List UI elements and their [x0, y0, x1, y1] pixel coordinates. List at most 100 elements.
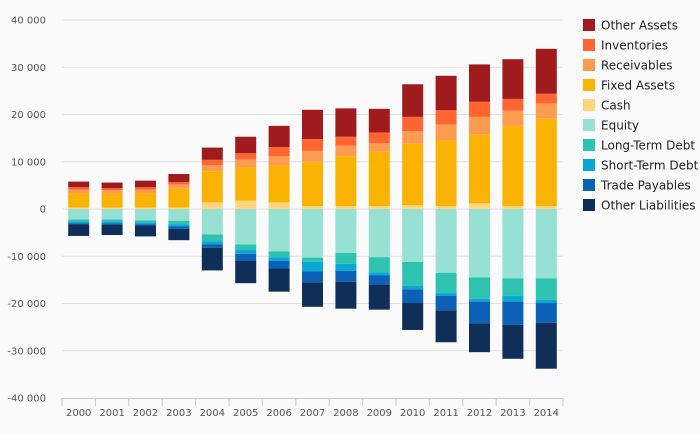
bar-segment[interactable] — [235, 209, 257, 245]
bar-segment[interactable] — [302, 139, 323, 151]
bar-segment[interactable] — [135, 225, 156, 237]
bar-segment[interactable] — [435, 110, 457, 125]
bar-segment[interactable] — [469, 301, 490, 324]
bar-segment[interactable] — [235, 167, 257, 201]
bar-segment[interactable] — [535, 303, 557, 323]
bar-segment[interactable] — [368, 275, 390, 285]
bar-segment[interactable] — [435, 140, 457, 207]
bar-segment[interactable] — [435, 206, 457, 209]
bar-segment[interactable] — [502, 98, 524, 111]
bar-segment[interactable] — [435, 293, 457, 296]
bar-segment[interactable] — [435, 209, 457, 273]
bar-segment[interactable] — [135, 193, 156, 208]
bar-segment[interactable] — [302, 150, 323, 162]
bar-segment[interactable] — [502, 295, 524, 302]
bar-segment[interactable] — [535, 48, 557, 94]
bar-segment[interactable] — [168, 226, 190, 229]
bar-segment[interactable] — [368, 272, 390, 276]
bar-segment[interactable] — [68, 221, 90, 224]
bar-segment[interactable] — [68, 187, 90, 190]
bar-segment[interactable] — [268, 209, 290, 252]
bar-segment[interactable] — [368, 284, 390, 310]
bar-segment[interactable] — [235, 244, 257, 250]
bar-segment[interactable] — [502, 110, 524, 126]
bar-segment[interactable] — [268, 165, 290, 203]
bar-segment[interactable] — [235, 159, 257, 168]
bar-segment[interactable] — [235, 136, 257, 154]
legend-item[interactable]: Trade Payables — [583, 179, 691, 193]
legend-item[interactable]: Inventories — [583, 39, 668, 53]
bar-segment[interactable] — [368, 143, 390, 152]
bar-segment[interactable] — [235, 200, 257, 209]
bar-segment[interactable] — [368, 206, 390, 209]
bar-segment[interactable] — [201, 165, 223, 172]
bar-segment[interactable] — [469, 203, 490, 209]
bar-segment[interactable] — [535, 93, 557, 104]
bar-segment[interactable] — [135, 220, 156, 223]
legend-item[interactable]: Equity — [583, 119, 639, 133]
bar-segment[interactable] — [402, 205, 424, 209]
bar-segment[interactable] — [68, 193, 90, 208]
bar-segment[interactable] — [268, 125, 290, 148]
bar-segment[interactable] — [469, 116, 490, 135]
legend-item[interactable]: Short-Term Debt — [583, 159, 699, 173]
bar-segment[interactable] — [168, 209, 190, 221]
bar-segment[interactable] — [201, 202, 223, 209]
bar-segment[interactable] — [201, 159, 223, 166]
bar-segment[interactable] — [201, 244, 223, 248]
bar-segment[interactable] — [335, 156, 357, 207]
bar-segment[interactable] — [402, 286, 424, 290]
bar-segment[interactable] — [335, 263, 357, 271]
bar-segment[interactable] — [68, 219, 90, 222]
bar-segment[interactable] — [502, 209, 524, 279]
legend-item[interactable]: Fixed Assets — [583, 79, 675, 93]
bar-segment[interactable] — [168, 188, 190, 208]
bar-segment[interactable] — [235, 153, 257, 160]
bar-segment[interactable] — [101, 221, 123, 224]
bar-segment[interactable] — [268, 202, 290, 209]
bar-segment[interactable] — [268, 251, 290, 258]
bar-segment[interactable] — [168, 220, 190, 225]
bar-segment[interactable] — [502, 324, 524, 359]
bar-segment[interactable] — [402, 131, 424, 144]
bar-segment[interactable] — [168, 182, 190, 185]
bar-segment[interactable] — [101, 193, 123, 208]
bar-segment[interactable] — [368, 132, 390, 144]
bar-segment[interactable] — [68, 189, 90, 194]
bar-segment[interactable] — [335, 270, 357, 282]
bar-segment[interactable] — [68, 224, 90, 236]
bar-segment[interactable] — [469, 64, 490, 102]
bar-segment[interactable] — [469, 101, 490, 117]
bar-segment[interactable] — [68, 223, 90, 225]
bar-segment[interactable] — [435, 124, 457, 141]
bar-segment[interactable] — [235, 249, 257, 254]
bar-segment[interactable] — [201, 171, 223, 203]
bar-segment[interactable] — [535, 322, 557, 369]
bar-segment[interactable] — [268, 268, 290, 292]
bar-segment[interactable] — [135, 222, 156, 225]
bar-segment[interactable] — [535, 278, 557, 300]
bar-segment[interactable] — [535, 206, 557, 209]
bar-segment[interactable] — [135, 209, 156, 221]
bar-segment[interactable] — [469, 277, 490, 299]
bar-segment[interactable] — [335, 145, 357, 157]
bar-segment[interactable] — [302, 209, 323, 258]
bar-segment[interactable] — [268, 257, 290, 261]
bar-segment[interactable] — [302, 206, 323, 209]
bar-segment[interactable] — [435, 272, 457, 294]
bar-segment[interactable] — [502, 278, 524, 296]
bar-segment[interactable] — [535, 103, 557, 119]
bar-segment[interactable] — [335, 108, 357, 137]
bar-segment[interactable] — [201, 147, 223, 160]
legend-item[interactable]: Receivables — [583, 59, 673, 73]
bar-segment[interactable] — [368, 209, 390, 258]
bar-segment[interactable] — [168, 207, 190, 209]
bar-segment[interactable] — [302, 261, 323, 272]
bar-segment[interactable] — [335, 136, 357, 146]
bar-segment[interactable] — [268, 156, 290, 166]
bar-segment[interactable] — [268, 260, 290, 269]
bar-segment[interactable] — [235, 260, 257, 284]
bar-segment[interactable] — [168, 228, 190, 241]
bar-segment[interactable] — [469, 134, 490, 204]
bar-segment[interactable] — [302, 282, 323, 307]
